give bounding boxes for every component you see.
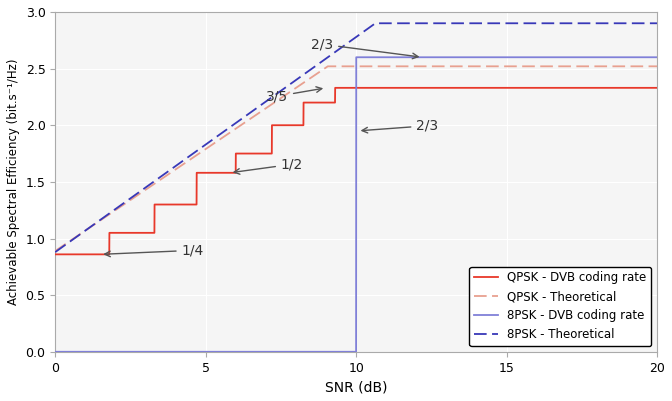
X-axis label: SNR (dB): SNR (dB) [325,380,388,394]
8PSK - Theoretical [309,65,317,70]
QPSK - DVB coding rate [309,100,317,105]
QPSK - Theoretical [635,64,643,69]
QPSK - DVB coding rate [605,85,613,90]
QPSK - Theoretical [304,77,312,82]
8PSK - DVB coding rate [352,55,360,60]
Legend: QPSK - DVB coding rate, QPSK - Theoretical, 8PSK - DVB coding rate, 8PSK - Theor: QPSK - DVB coding rate, QPSK - Theoretic… [470,267,651,346]
8PSK - Theoretical [653,21,661,26]
8PSK - DVB coding rate [653,55,661,60]
8PSK - DVB coding rate [489,55,497,60]
Text: 2/3: 2/3 [362,119,439,133]
QPSK - Theoretical [489,64,497,69]
8PSK - DVB coding rate [309,349,317,354]
Line: 8PSK - DVB coding rate: 8PSK - DVB coding rate [55,57,657,352]
Text: 1/2: 1/2 [234,157,303,174]
QPSK - DVB coding rate [489,85,497,90]
8PSK - DVB coding rate [304,349,312,354]
QPSK - DVB coding rate [304,100,312,105]
Line: QPSK - Theoretical: QPSK - Theoretical [55,66,657,251]
8PSK - Theoretical [635,21,643,26]
Y-axis label: Achievable Spectral Efficiency (bit.s⁻¹/Hz): Achievable Spectral Efficiency (bit.s⁻¹/… [7,59,20,305]
QPSK - Theoretical [309,74,317,79]
QPSK - Theoretical [51,249,59,253]
8PSK - DVB coding rate [51,349,59,354]
Line: 8PSK - Theoretical: 8PSK - Theoretical [55,23,657,252]
8PSK - DVB coding rate [635,55,643,60]
Line: QPSK - DVB coding rate: QPSK - DVB coding rate [55,88,657,254]
QPSK - DVB coding rate [331,85,339,90]
QPSK - Theoretical [337,64,345,69]
Text: 1/4: 1/4 [105,243,204,257]
8PSK - Theoretical [605,21,613,26]
QPSK - Theoretical [653,64,661,69]
QPSK - DVB coding rate [635,85,643,90]
QPSK - Theoretical [324,64,332,69]
Text: 3/5: 3/5 [266,87,322,103]
QPSK - DVB coding rate [653,85,661,90]
8PSK - Theoretical [371,21,379,26]
QPSK - DVB coding rate [51,252,59,257]
8PSK - Theoretical [489,21,497,26]
8PSK - Theoretical [51,250,59,255]
QPSK - Theoretical [605,64,613,69]
8PSK - Theoretical [337,45,345,50]
QPSK - DVB coding rate [337,85,345,90]
8PSK - DVB coding rate [605,55,613,60]
8PSK - DVB coding rate [337,349,345,354]
Text: 2/3: 2/3 [311,37,418,59]
8PSK - Theoretical [304,69,312,74]
